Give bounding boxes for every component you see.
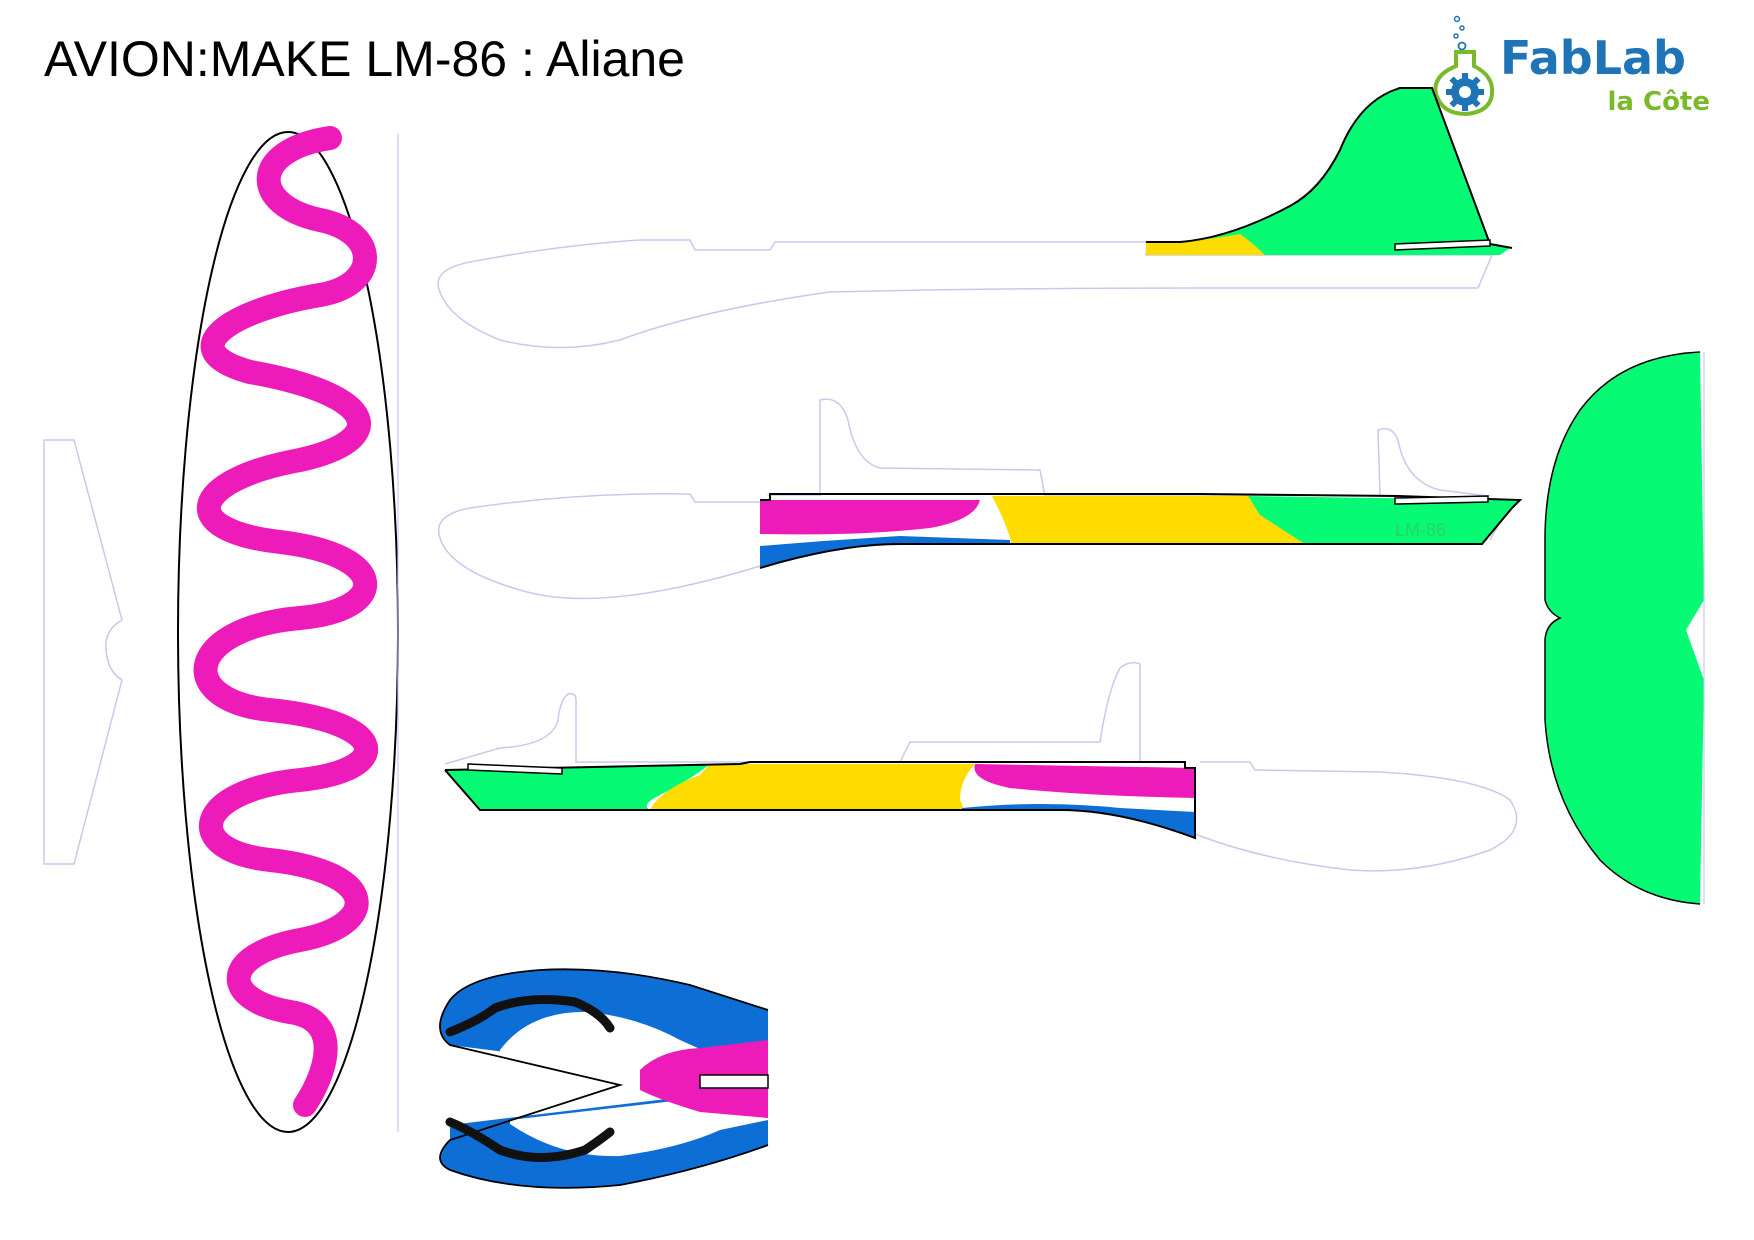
fablab-logo: FabLab la Côte [1433, 15, 1710, 117]
fuselage-3-blue-section [962, 804, 1195, 838]
fuselage-2-yellow-section [992, 496, 1307, 544]
fuselage-3-edge [444, 761, 1196, 840]
fuselage-2-pink-section [760, 500, 980, 535]
logo-bubble [1459, 25, 1465, 31]
logo-bubble [1457, 41, 1467, 51]
fuselage-2-lower-outline [439, 537, 761, 600]
fuselage-3-slot [467, 763, 563, 775]
nose-black-stroke-bottom [445, 1117, 615, 1162]
stabilizer [1545, 352, 1704, 904]
logo-bubble [1453, 15, 1461, 23]
logo-sub: la Côte [1607, 87, 1710, 117]
fuselage-1-outline [437, 239, 1494, 349]
fuselage-3-pink-section [974, 764, 1195, 798]
logo-name: FabLab [1500, 31, 1686, 85]
fuselage-3-green-section [445, 764, 710, 810]
fuselage-2-outline [437, 398, 1523, 541]
fuselage-1-slot [1394, 239, 1491, 251]
fuselage-2-green-section [1248, 496, 1520, 544]
fuselage-3-upper-outline [444, 661, 1141, 765]
fuselage-3-yellow-section [650, 764, 975, 810]
wing-pink-squiggle [193, 126, 379, 1117]
fuselage-2-edge [759, 493, 1523, 569]
flask-icon [1433, 50, 1495, 117]
nose-part-edge [439, 968, 769, 1189]
gear-icon [1446, 73, 1484, 111]
fuselage-2-slot [1394, 495, 1489, 505]
fuselage-1-fin-edge [1146, 87, 1513, 249]
nose-slot [699, 1074, 769, 1089]
wing-joiner-outline [43, 439, 123, 865]
stabilizer-edge [1544, 351, 1701, 905]
page-title: AVION:MAKE LM-86 : Aliane [44, 31, 685, 87]
logo-bubble [1453, 33, 1459, 39]
nose-black-stroke-top [445, 995, 615, 1037]
fuselage-3-outline [1189, 761, 1518, 872]
fuselage-1-yellow-band [1146, 234, 1265, 255]
fuselage-label: LM-86 [1395, 520, 1446, 540]
